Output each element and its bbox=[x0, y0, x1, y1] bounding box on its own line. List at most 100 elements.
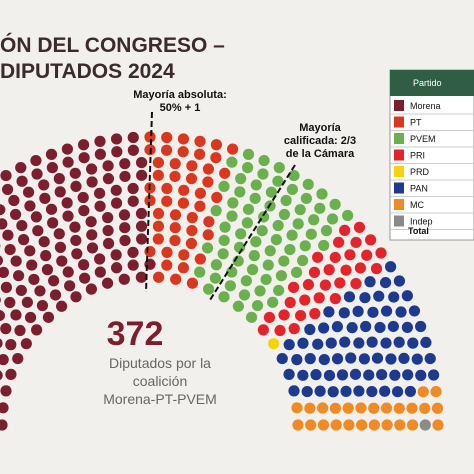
seat bbox=[317, 419, 330, 431]
seat bbox=[342, 209, 354, 222]
seat bbox=[272, 175, 284, 187]
seat bbox=[54, 241, 67, 253]
seat bbox=[381, 419, 393, 431]
seat bbox=[177, 197, 190, 209]
seat bbox=[364, 276, 376, 288]
seat bbox=[402, 369, 414, 381]
seat bbox=[240, 275, 252, 287]
seat bbox=[1, 183, 14, 196]
seat bbox=[323, 306, 335, 318]
seat bbox=[161, 259, 173, 271]
seat bbox=[260, 273, 272, 286]
seat bbox=[294, 204, 306, 216]
seat bbox=[302, 279, 315, 291]
seat bbox=[368, 402, 380, 414]
seat bbox=[136, 233, 148, 245]
seat bbox=[94, 148, 106, 160]
seat bbox=[394, 419, 406, 431]
seat bbox=[274, 324, 286, 337]
seat bbox=[64, 280, 76, 292]
seat bbox=[177, 133, 190, 145]
seat bbox=[152, 220, 165, 232]
seat bbox=[226, 156, 238, 168]
seat bbox=[273, 162, 285, 174]
seat bbox=[16, 219, 28, 232]
seat bbox=[169, 222, 181, 234]
seat bbox=[54, 186, 66, 198]
seat bbox=[415, 369, 427, 381]
seat bbox=[349, 368, 362, 380]
seat bbox=[304, 353, 316, 365]
seat bbox=[358, 353, 370, 365]
seat bbox=[24, 200, 36, 212]
seat bbox=[385, 353, 397, 365]
seat bbox=[0, 338, 3, 348]
seat bbox=[61, 197, 73, 209]
seat bbox=[30, 211, 42, 223]
seat bbox=[286, 183, 299, 196]
seat bbox=[48, 275, 60, 287]
seat bbox=[295, 309, 307, 322]
seat bbox=[169, 170, 181, 183]
seat bbox=[194, 187, 206, 199]
seat bbox=[34, 285, 46, 297]
seat bbox=[177, 146, 189, 158]
seat bbox=[339, 336, 351, 348]
seat bbox=[291, 402, 303, 414]
seat bbox=[38, 236, 50, 248]
seat bbox=[31, 168, 43, 180]
seat bbox=[235, 173, 247, 185]
seat bbox=[379, 276, 392, 289]
seat bbox=[86, 242, 99, 254]
seat bbox=[370, 263, 383, 275]
seat bbox=[217, 248, 229, 260]
seat bbox=[94, 135, 106, 147]
seat bbox=[0, 169, 12, 182]
seat bbox=[256, 225, 268, 237]
seat bbox=[0, 218, 8, 230]
legend-swatch bbox=[394, 133, 404, 144]
seat bbox=[127, 195, 139, 207]
seat bbox=[209, 272, 221, 284]
seat bbox=[39, 192, 51, 204]
seat bbox=[153, 271, 165, 283]
seat bbox=[118, 209, 131, 221]
table-header bbox=[390, 70, 474, 96]
seat bbox=[419, 419, 431, 431]
seat bbox=[415, 320, 427, 333]
table-header-text: Partido bbox=[413, 78, 442, 88]
seat bbox=[0, 266, 9, 278]
seat bbox=[393, 402, 405, 414]
seat bbox=[77, 139, 90, 151]
seat bbox=[404, 385, 416, 398]
seat bbox=[22, 186, 35, 198]
seat bbox=[94, 200, 106, 212]
seat bbox=[278, 309, 290, 321]
legend-swatch bbox=[394, 166, 404, 177]
seat bbox=[238, 289, 251, 301]
seat bbox=[257, 324, 269, 336]
seat bbox=[30, 154, 42, 167]
seat bbox=[32, 225, 44, 237]
seat bbox=[194, 148, 206, 160]
seat bbox=[401, 321, 413, 333]
seat bbox=[323, 369, 336, 382]
seat bbox=[406, 402, 418, 414]
seat bbox=[430, 385, 442, 398]
caption: Diputados por la bbox=[109, 355, 211, 371]
seat bbox=[127, 131, 139, 144]
caption: coalición bbox=[133, 373, 187, 389]
seat bbox=[62, 156, 74, 168]
legend-swatch bbox=[394, 199, 404, 210]
seat bbox=[380, 305, 393, 317]
seat bbox=[0, 323, 12, 335]
annotation: Mayoría absoluta: bbox=[133, 89, 227, 101]
seat bbox=[411, 353, 423, 365]
seat bbox=[49, 289, 62, 301]
title-line: DIPUTADOS 2024 bbox=[0, 60, 175, 83]
seat bbox=[135, 156, 148, 169]
seat bbox=[136, 169, 148, 181]
seat bbox=[292, 419, 304, 431]
seat bbox=[312, 251, 324, 263]
seat bbox=[331, 353, 344, 365]
